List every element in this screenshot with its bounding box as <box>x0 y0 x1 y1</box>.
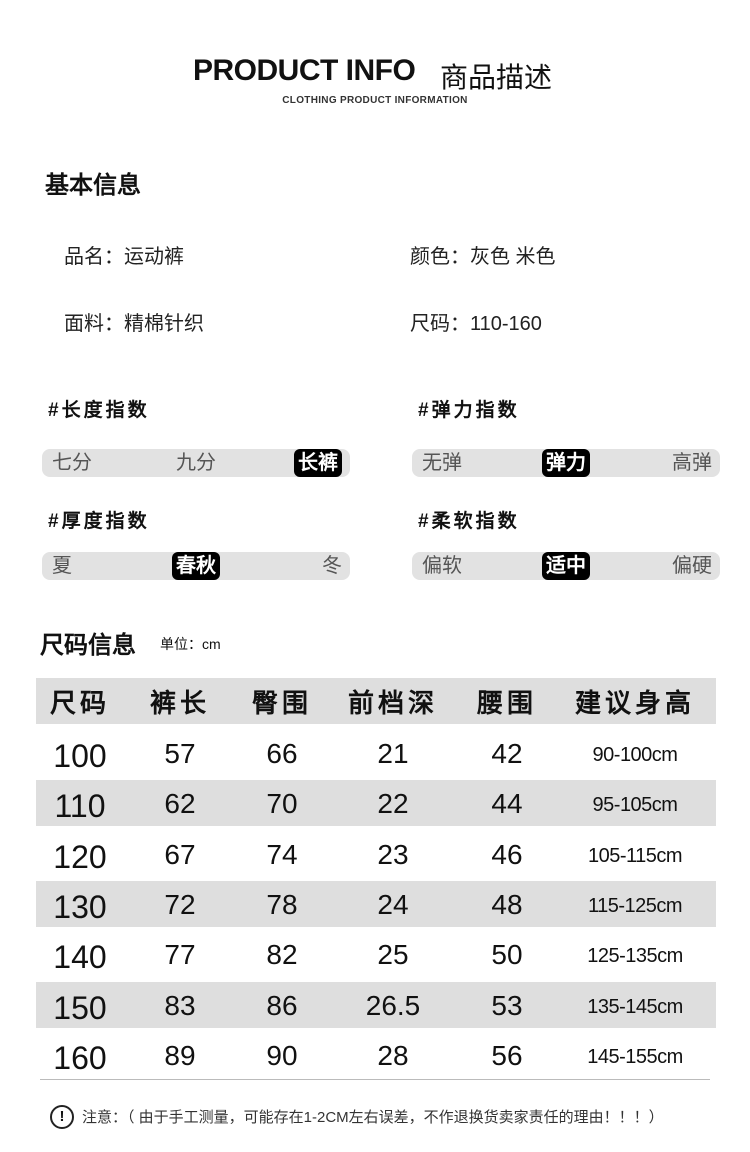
table-bottom-line <box>40 1079 710 1080</box>
note: 注意：（ 由于手工测量，可能存在1-2CM左右误差，不作退换货卖家责任的理由！！… <box>82 1109 664 1126</box>
section-heading: 尺码信息 <box>40 632 136 659</box>
index-title: #弹力指数 <box>418 400 520 421</box>
index-bar: 偏软 适中 偏硬 <box>412 552 720 580</box>
table-cell: 62 <box>164 788 196 820</box>
table-row-bg <box>36 780 716 827</box>
index-option: 七分 <box>52 452 92 474</box>
table-header-cell: 腰围 <box>476 688 538 718</box>
index-option: 无弹 <box>422 452 462 474</box>
table-cell: 46 <box>491 838 523 870</box>
table-cell: 160 <box>53 1039 107 1076</box>
table-cell: 28 <box>377 1039 409 1071</box>
warning-icon: ! <box>50 1105 74 1129</box>
subtitle: CLOTHING PRODUCT INFORMATION <box>282 95 468 106</box>
table-cell: 77 <box>164 939 196 971</box>
table-cell: 57 <box>164 738 196 769</box>
table-cell: 26.5 <box>365 989 421 1021</box>
table-cell: 145-155cm <box>587 1045 683 1068</box>
info-item: 颜色：灰色 米色 <box>410 246 556 268</box>
table-cell: 74 <box>266 838 298 870</box>
info-item: 面料：精棉针织 <box>64 313 204 335</box>
index-option-selected: 弹力 <box>542 449 590 477</box>
table-cell: 24 <box>377 888 409 920</box>
table-cell: 56 <box>491 1039 523 1071</box>
table-cell: 150 <box>53 989 107 1026</box>
title: PRODUCT INFO <box>193 54 416 87</box>
index-bar: 夏 春秋 冬 <box>42 552 350 580</box>
index-bar: 七分 九分 长裤 <box>42 449 350 477</box>
table-cell: 23 <box>377 838 409 870</box>
table-cell: 53 <box>491 989 523 1021</box>
table-cell: 140 <box>53 939 107 976</box>
table-cell: 90 <box>266 1039 298 1071</box>
table-cell: 70 <box>266 788 298 820</box>
table-cell: 89 <box>164 1039 196 1071</box>
table-cell: 110 <box>54 788 106 825</box>
table-cell: 130 <box>53 888 107 925</box>
index-option-selected: 适中 <box>542 552 590 580</box>
info-item: 品名：运动裤 <box>64 246 184 268</box>
index-option: 夏 <box>52 555 72 577</box>
table-cell: 25 <box>377 939 409 971</box>
index-title: #长度指数 <box>48 400 150 421</box>
table-cell: 100 <box>53 738 107 774</box>
table-cell: 42 <box>491 738 523 769</box>
table-cell: 78 <box>266 888 298 920</box>
table-cell: 115-125cm <box>587 894 683 917</box>
info-item: 尺码：110-160 <box>410 313 542 335</box>
table-header-cell: 尺码 <box>49 688 111 718</box>
index-option: 高弹 <box>672 452 712 474</box>
table-cell: 72 <box>164 888 196 920</box>
table-cell: 67 <box>164 838 196 870</box>
table-cell: 48 <box>491 888 523 920</box>
index-bar: 无弹 弹力 高弹 <box>412 449 720 477</box>
table-header-cell: 臀围 <box>251 688 313 718</box>
table-cell: 125-135cm <box>587 945 683 968</box>
index-title: #柔软指数 <box>418 511 520 532</box>
table-row-bg <box>36 981 716 1028</box>
table-header-cell: 建议身高 <box>574 688 696 718</box>
index-option: 偏软 <box>422 555 462 577</box>
table-cell: 86 <box>266 989 298 1021</box>
table-cell: 95-105cm <box>592 794 678 817</box>
table-cell: 44 <box>491 788 523 820</box>
table-cell: 22 <box>377 788 409 820</box>
table-cell: 21 <box>377 738 409 769</box>
index-option-selected: 春秋 <box>172 552 220 580</box>
section-heading: 基本信息 <box>45 172 141 199</box>
table-cell: 83 <box>164 989 196 1021</box>
index-option: 冬 <box>322 555 342 577</box>
table-cell: 120 <box>53 838 107 875</box>
index-option: 偏硬 <box>672 555 712 577</box>
table-cell: 50 <box>491 939 523 971</box>
title-cn: 商品描述 <box>440 62 553 93</box>
table-cell: 135-145cm <box>587 995 683 1018</box>
table-cell: 66 <box>266 738 298 769</box>
table-cell: 105-115cm <box>587 844 683 867</box>
unit-label: 单位：cm <box>160 636 221 652</box>
table-header-cell: 前档深 <box>347 688 439 718</box>
index-title: #厚度指数 <box>48 511 150 532</box>
table-cell: 90-100cm <box>592 744 678 766</box>
table-cell: 82 <box>266 939 298 971</box>
table-row-bg <box>36 880 716 927</box>
table-header-cell: 裤长 <box>149 688 211 718</box>
table-header-bg <box>36 678 716 724</box>
index-option-selected: 长裤 <box>294 449 342 477</box>
index-option: 九分 <box>176 452 216 474</box>
